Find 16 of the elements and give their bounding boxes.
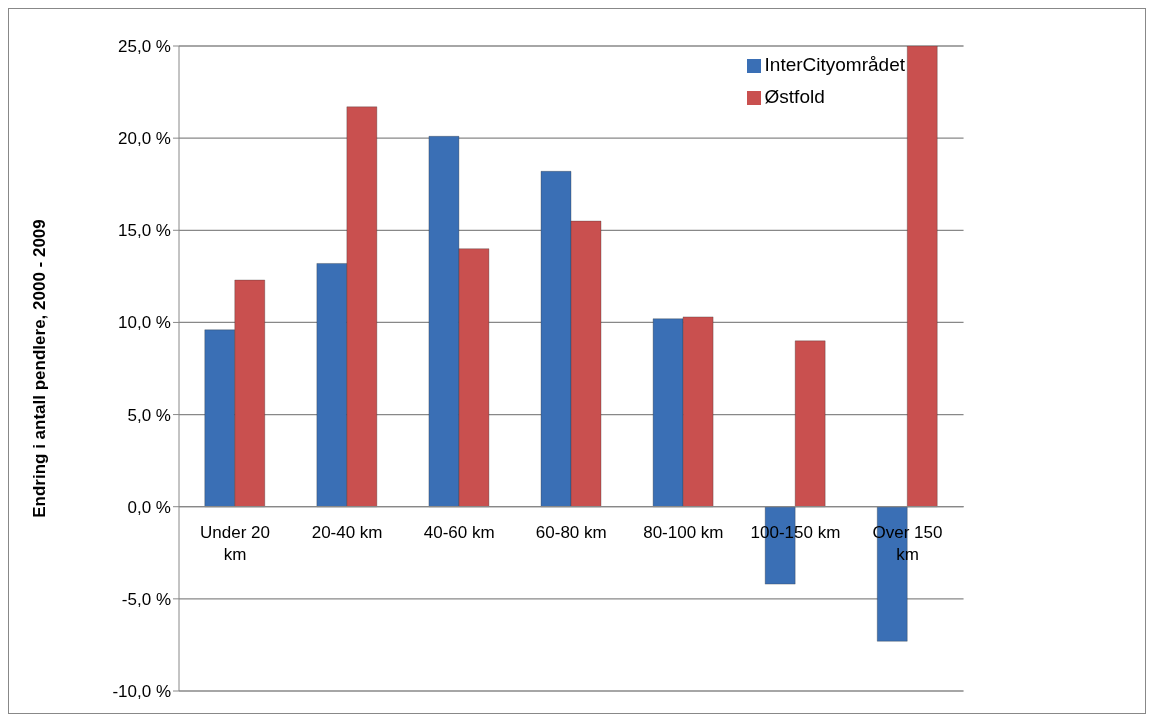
legend-label: Østfold xyxy=(764,86,825,107)
y-tick-label: -5,0 % xyxy=(121,589,171,609)
x-tick-label: Under 20 km xyxy=(200,522,271,564)
legend-label: InterCityområdet xyxy=(764,54,905,75)
y-tick-label: 0,0 % xyxy=(127,497,171,517)
x-tick-label: 20-40 km xyxy=(311,522,383,542)
y-tick-label: 25,0 % xyxy=(118,37,171,57)
x-tick-label: 40-60 km xyxy=(423,522,495,542)
y-tick-label: 20,0 % xyxy=(118,129,171,149)
y-tick-label: 5,0 % xyxy=(127,405,171,425)
y-tick-label: -10,0 % xyxy=(112,682,171,702)
x-tick-label: 60-80 km xyxy=(535,522,607,542)
x-tick-label: 80-100 km xyxy=(643,522,724,542)
y-axis-title: Endring i antall pendlere, 2000 - 2009 xyxy=(30,219,50,518)
y-tick-label: 15,0 % xyxy=(118,221,171,241)
y-tick-label: 10,0 % xyxy=(118,313,171,333)
